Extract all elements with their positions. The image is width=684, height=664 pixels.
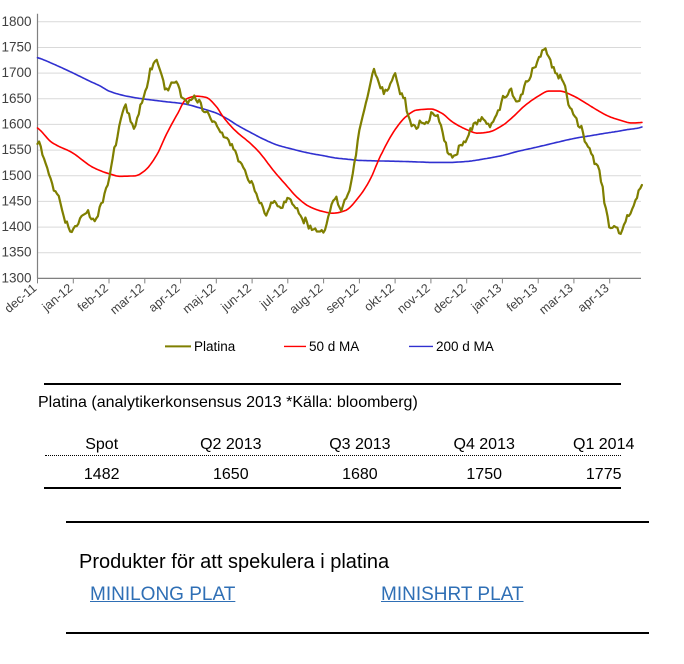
svg-text:mar-12: mar-12 (107, 281, 146, 317)
svg-text:feb-12: feb-12 (75, 281, 111, 315)
svg-text:1750: 1750 (1, 40, 31, 55)
svg-text:sep-12: sep-12 (323, 281, 361, 316)
svg-text:200 d MA: 200 d MA (436, 339, 494, 354)
svg-text:maj-12: maj-12 (180, 281, 218, 316)
svg-text:apr-13: apr-13 (575, 281, 612, 315)
svg-text:1650: 1650 (1, 91, 31, 106)
svg-text:1600: 1600 (1, 116, 31, 131)
svg-text:1550: 1550 (1, 142, 31, 157)
svg-text:feb-13: feb-13 (504, 281, 540, 315)
svg-text:1500: 1500 (1, 168, 31, 183)
svg-text:aug-12: aug-12 (287, 281, 326, 317)
svg-text:50 d MA: 50 d MA (309, 339, 359, 354)
svg-text:jun-12: jun-12 (218, 281, 254, 315)
svg-text:dec-11: dec-11 (2, 281, 40, 316)
svg-text:jan-12: jan-12 (39, 281, 75, 315)
svg-text:1700: 1700 (1, 65, 31, 80)
svg-text:1400: 1400 (1, 219, 31, 234)
svg-text:dec-12: dec-12 (430, 281, 468, 316)
svg-text:nov-12: nov-12 (395, 281, 433, 316)
svg-text:1800: 1800 (1, 14, 31, 29)
svg-text:okt-12: okt-12 (361, 281, 397, 314)
svg-text:Platina: Platina (194, 339, 236, 354)
svg-text:mar-13: mar-13 (536, 281, 575, 317)
svg-text:apr-12: apr-12 (146, 281, 183, 315)
svg-text:jan-13: jan-13 (468, 281, 504, 315)
svg-text:1450: 1450 (1, 193, 31, 208)
svg-text:jul-12: jul-12 (257, 281, 290, 312)
svg-text:1350: 1350 (1, 245, 31, 260)
